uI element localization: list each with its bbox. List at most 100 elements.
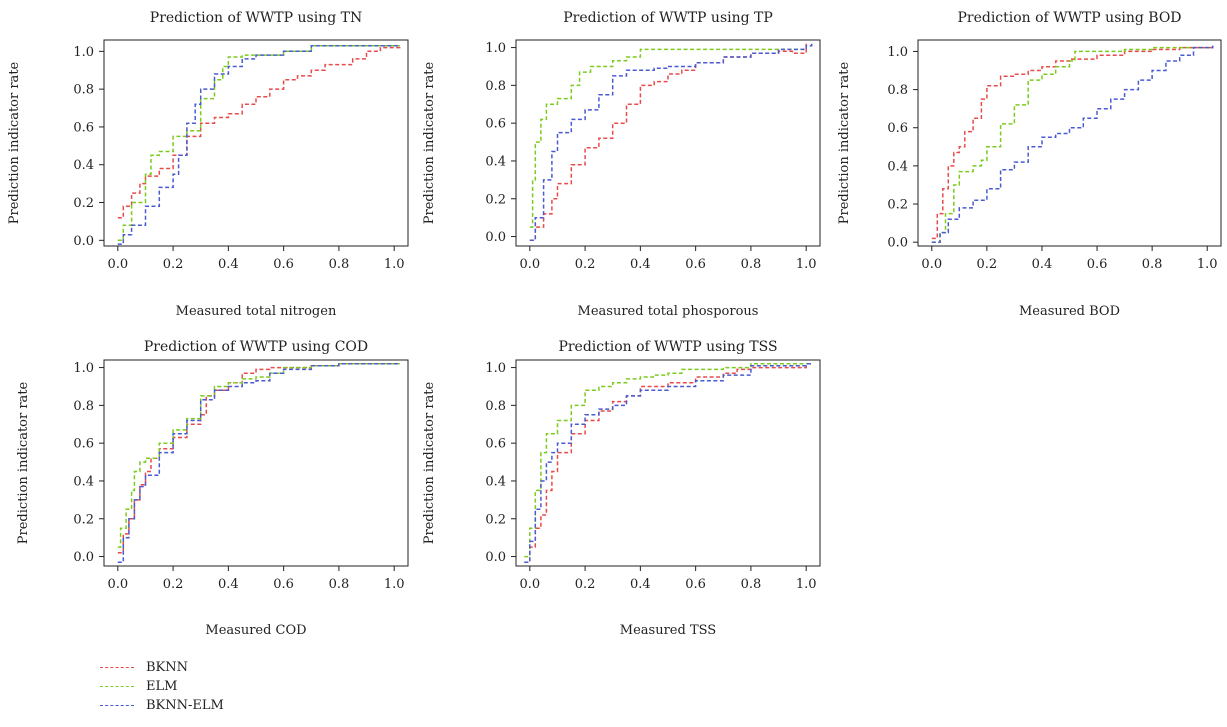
chart-title: Prediction of WWTP using TP: [563, 10, 773, 26]
chart-panel-tp: Prediction of WWTP using TP 0.0 0.2 0.4 0.6 0…: [422, 10, 821, 319]
x-tick-label: 0.8: [329, 257, 350, 272]
series-line-elm: [529, 47, 807, 228]
y-tick-label: 0.0: [485, 550, 506, 565]
x-tick-label: 0.2: [575, 577, 596, 592]
chart-panel-bod: Prediction of WWTP using BOD 0.0 0.2 0.4 0.6…: [837, 10, 1222, 319]
legend-line-bknn: [100, 667, 134, 668]
series-line-bknn: [117, 45, 401, 219]
x-tick-label: 1.0: [384, 577, 405, 592]
x-tick-label: 0.4: [1032, 257, 1053, 272]
chart-panel-tn: Prediction of WWTP using TN 0.0 0.2 0.4 0.6 0…: [7, 10, 409, 319]
y-tick-label: 0.6: [485, 437, 506, 452]
x-tick-label: 0.6: [685, 257, 706, 272]
y-tick-label: 0.0: [73, 550, 94, 565]
x-axis-label: Measured COD: [205, 623, 306, 638]
x-tick-label: 0.6: [273, 577, 294, 592]
x-tick-label: 0.0: [107, 257, 128, 272]
y-tick-label: 1.0: [73, 361, 94, 376]
legend-line-elm: [100, 686, 134, 687]
x-axis-label: Measured TSS: [620, 623, 716, 638]
plot-frame: [515, 39, 821, 247]
x-tick-label: 0.4: [218, 257, 239, 272]
y-tick-label: 0.2: [73, 196, 94, 211]
y-tick-label: 1.0: [887, 45, 908, 60]
y-axis-label: Prediction indicator rate: [422, 61, 437, 224]
x-tick-label: 0.8: [741, 577, 762, 592]
series-line-bknn: [117, 363, 400, 554]
series-line-bknn-elm: [117, 44, 400, 245]
y-tick-label: 1.0: [485, 41, 506, 56]
legend-item-bknn: BKNN: [96, 658, 276, 677]
series-line-elm: [117, 44, 400, 242]
legend-label-elm: ELM: [146, 679, 178, 694]
x-tick-label: 1.0: [796, 577, 817, 592]
x-tick-label: 0.2: [575, 257, 596, 272]
chart-panel-cod: Prediction of WWTP using COD 0.0 0.2 0.4 0.6…: [16, 339, 409, 638]
y-tick-label: 0.8: [485, 399, 506, 414]
x-axis-label: Measured total nitrogen: [176, 304, 337, 319]
legend: BKNN ELM BKNN-ELM: [96, 658, 276, 715]
y-tick-label: 0.8: [73, 399, 94, 414]
legend-item-elm: ELM: [96, 677, 276, 696]
series-line-elm: [931, 45, 1214, 243]
series-line-bknn-elm: [931, 45, 1214, 243]
x-tick-label: 0.0: [519, 577, 540, 592]
chart-panel-tss: Prediction of WWTP using TSS 0.0 0.2 0.4 0.6…: [422, 339, 821, 638]
y-tick-label: 0.4: [73, 474, 94, 489]
x-tick-label: 0.0: [107, 577, 128, 592]
series-line-bknn-elm: [529, 43, 813, 242]
plot-frame: [515, 359, 821, 567]
series-line-elm: [117, 363, 400, 548]
y-tick-label: 0.4: [887, 159, 908, 174]
plot-frame: [103, 39, 409, 247]
chart-title: Prediction of WWTP using TSS: [558, 339, 777, 355]
x-tick-label: 0.6: [1087, 257, 1108, 272]
y-axis-label: Prediction indicator rate: [837, 61, 852, 224]
y-tick-label: 0.8: [73, 83, 94, 98]
y-axis-label: Prediction indicator rate: [16, 381, 31, 544]
series-line-bknn: [524, 363, 812, 563]
x-tick-label: 0.8: [741, 257, 762, 272]
y-tick-label: 0.0: [887, 236, 908, 251]
y-tick-label: 1.0: [485, 361, 506, 376]
chart-title: Prediction of WWTP using TN: [150, 10, 362, 26]
y-tick-label: 0.2: [887, 198, 908, 213]
x-tick-label: 0.2: [163, 577, 184, 592]
legend-line-bknn-elm: [100, 705, 134, 706]
series-line-elm: [524, 363, 812, 558]
series-line-bknn: [529, 43, 807, 242]
legend-label-bknn: BKNN: [146, 660, 189, 675]
y-tick-label: 0.2: [485, 512, 506, 527]
x-tick-label: 0.2: [163, 257, 184, 272]
x-tick-label: 0.8: [329, 577, 350, 592]
y-tick-label: 0.2: [485, 192, 506, 207]
x-tick-label: 0.2: [977, 257, 998, 272]
series-line-bknn-elm: [524, 363, 812, 563]
y-tick-label: 0.6: [73, 437, 94, 452]
y-tick-label: 0.2: [73, 512, 94, 527]
legend-label-bknn-elm: BKNN-ELM: [146, 698, 224, 713]
x-tick-label: 0.0: [519, 257, 540, 272]
x-tick-label: 0.0: [921, 257, 942, 272]
series-line-bknn: [931, 45, 1214, 240]
x-tick-label: 1.0: [796, 257, 817, 272]
y-tick-label: 0.4: [485, 154, 506, 169]
y-tick-label: 0.6: [73, 120, 94, 135]
x-axis-label: Measured BOD: [1019, 304, 1120, 319]
x-axis-label: Measured total phosporous: [578, 304, 759, 319]
y-tick-label: 0.4: [485, 474, 506, 489]
y-tick-label: 1.0: [73, 45, 94, 60]
plot-frame: [103, 359, 409, 567]
y-tick-label: 0.0: [73, 234, 94, 249]
x-tick-label: 1.0: [1197, 257, 1218, 272]
x-tick-label: 1.0: [384, 257, 405, 272]
series-line-bknn-elm: [117, 363, 400, 563]
y-axis-label: Prediction indicator rate: [422, 381, 437, 544]
chart-title: Prediction of WWTP using COD: [144, 339, 368, 355]
x-tick-label: 0.4: [218, 577, 239, 592]
y-tick-label: 0.0: [485, 230, 506, 245]
y-tick-label: 0.6: [485, 117, 506, 132]
y-tick-label: 0.4: [73, 158, 94, 173]
x-tick-label: 0.6: [273, 257, 294, 272]
